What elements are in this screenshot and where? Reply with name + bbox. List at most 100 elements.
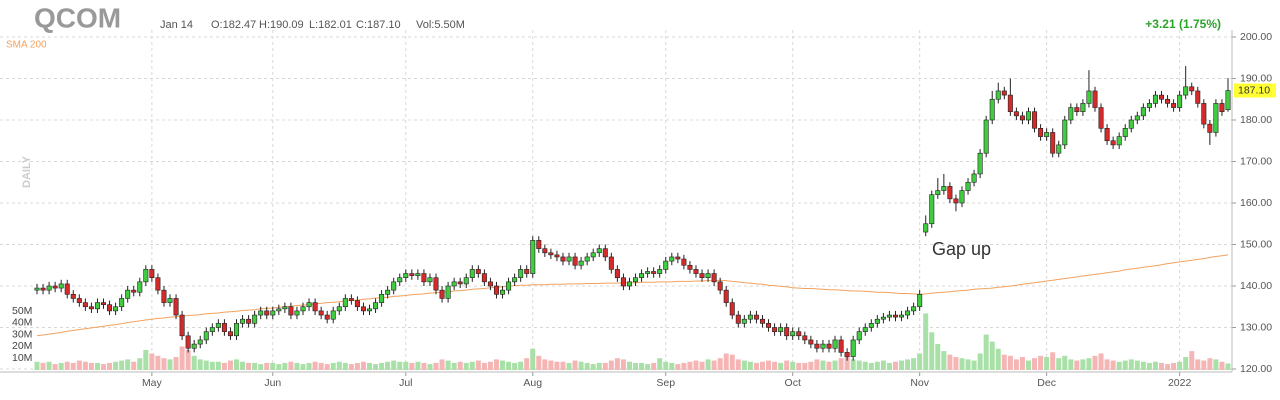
volume-bar [862, 361, 868, 370]
candle-body [844, 352, 850, 357]
volume-bar [342, 362, 348, 370]
candle-body [512, 277, 518, 283]
volume-bar [475, 360, 481, 370]
volume-bar [1171, 362, 1177, 370]
volume-bar [264, 362, 270, 370]
volume-bar [119, 360, 125, 370]
volume-bar [524, 358, 530, 370]
candle-body [445, 285, 451, 299]
volume-bar [717, 358, 723, 370]
candle-body [856, 331, 862, 341]
y-tick-label: 150.00 [1240, 238, 1272, 250]
volume-tick-label: 30M [12, 328, 32, 340]
volume-bar [276, 364, 282, 370]
candle-body [1146, 103, 1152, 108]
volume-bar [850, 359, 856, 370]
candle-body [1074, 107, 1080, 113]
volume-bar [856, 360, 862, 370]
volume-bar [252, 362, 258, 370]
volume-bar [633, 362, 639, 370]
volume-bar [209, 361, 215, 370]
volume-bar [766, 360, 772, 370]
volume-bar [227, 360, 233, 370]
candle-body [935, 190, 941, 196]
candle-body [892, 314, 898, 318]
volume-bar [506, 361, 512, 370]
volume-bar [240, 361, 246, 370]
candle-body [1007, 94, 1013, 112]
volume-bar [1165, 364, 1171, 370]
candle-body [88, 306, 94, 310]
volume-bar [1001, 354, 1007, 370]
volume-bar [312, 361, 318, 370]
volume-bar [1068, 359, 1074, 370]
volume-bar [1183, 357, 1189, 370]
volume-bar [536, 355, 542, 370]
candle-body [52, 285, 58, 289]
y-tick-label: 120.00 [1240, 363, 1272, 375]
volume-bar [711, 360, 717, 370]
volume-bar [1189, 351, 1195, 370]
y-tick-label: 200.00 [1240, 31, 1272, 43]
volume-bar [82, 361, 88, 370]
candle-body [995, 90, 1001, 100]
candle-body [167, 298, 173, 303]
candle-body [1050, 132, 1056, 154]
candle-body [276, 308, 282, 312]
volume-bar [965, 359, 971, 370]
candle-body [197, 339, 203, 345]
volume-bar [1074, 360, 1080, 370]
annotation: Gap up [932, 239, 991, 259]
volume-bar [584, 362, 590, 370]
volume-bar [820, 360, 826, 370]
candle-body [209, 327, 215, 332]
volume-bar [1116, 361, 1122, 370]
candle-body [113, 306, 119, 312]
volume-bar [560, 361, 566, 370]
candle-body [542, 248, 548, 254]
candle-body [70, 293, 76, 299]
volume-bar [234, 359, 240, 370]
candle-body [1177, 94, 1183, 108]
high: H:190.09 [259, 19, 304, 31]
candle-body [1116, 136, 1122, 146]
candle-body [1086, 90, 1092, 104]
candle-body [161, 289, 167, 303]
volume-bar [759, 361, 765, 370]
volume-bar [923, 313, 929, 370]
volume-bar [663, 361, 669, 370]
candle-body [977, 152, 983, 175]
candle-body [784, 327, 790, 337]
y-tick-label: 190.00 [1240, 72, 1272, 84]
volume-bar [802, 362, 808, 370]
candle-body [367, 308, 373, 312]
volume-bar [747, 361, 753, 370]
volume-bar [258, 364, 264, 370]
volume-bar [1213, 359, 1219, 370]
candle-body [524, 269, 530, 274]
candle-body [1062, 119, 1068, 146]
volume-bar [409, 362, 415, 370]
candle-body [614, 269, 620, 278]
volume-bar [487, 361, 493, 370]
volume-bar [463, 362, 469, 370]
candle-body [1183, 86, 1189, 96]
volume-bar [651, 362, 657, 370]
volume-bar [379, 362, 385, 370]
volume-bar [173, 357, 179, 370]
volume-bar [808, 361, 814, 370]
volume-bar [729, 354, 735, 370]
volume-bar [669, 362, 675, 370]
x-tick-label: Oct [785, 377, 801, 389]
volume-bar [953, 357, 959, 370]
volume-bar [221, 362, 227, 370]
candle-body [608, 256, 614, 270]
candle-body [119, 298, 125, 308]
volume-bar [941, 351, 947, 370]
candle-body [657, 269, 663, 274]
candle-body [131, 289, 137, 293]
volume-bar [1195, 359, 1201, 370]
candle-body [336, 306, 342, 312]
volume-tick-label: 40M [12, 317, 32, 329]
volume-bar [1038, 355, 1044, 370]
